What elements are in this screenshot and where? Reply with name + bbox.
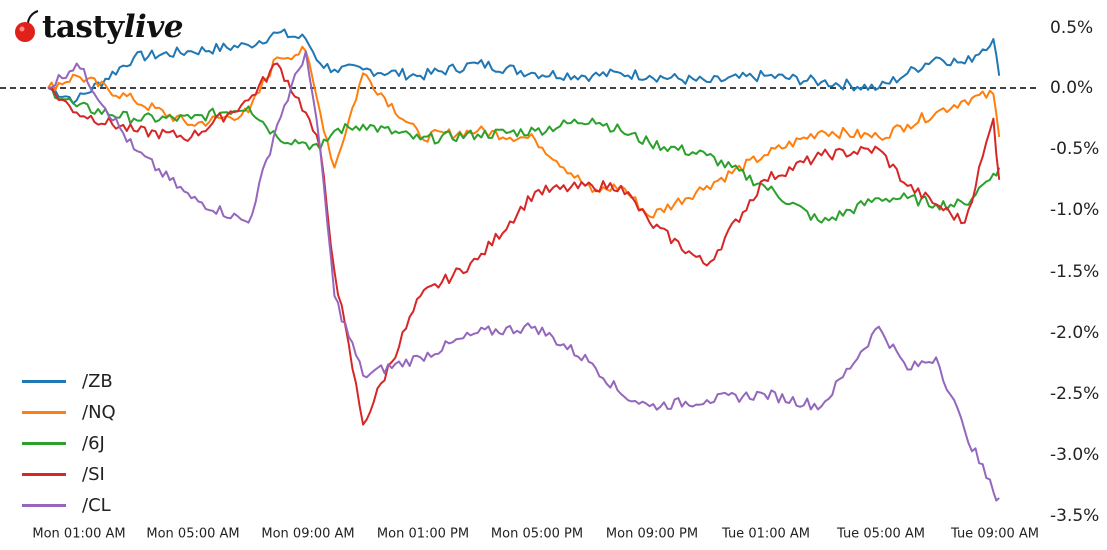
series-line-zb: [47, 28, 1001, 105]
series-line-si: [47, 62, 1001, 426]
y-tick: -1.0%: [1050, 200, 1100, 220]
legend-swatch: [22, 504, 66, 507]
legend-item-zb: /ZB: [18, 366, 116, 397]
logo-text-plain: tasty: [42, 8, 124, 45]
x-tick: Mon 01:00 PM: [376, 526, 470, 542]
y-tick: 0.5%: [1050, 18, 1094, 38]
cherry-icon: [15, 10, 39, 42]
y-tick: -3.0%: [1050, 445, 1100, 465]
x-tick: Tue 09:00 AM: [950, 526, 1040, 542]
chart-legend: /ZB /NQ /6J /SI /CL: [18, 366, 116, 521]
x-tick: Mon 05:00 AM: [146, 526, 240, 542]
legend-label: /SI: [82, 464, 105, 485]
legend-swatch: [22, 473, 66, 476]
legend-swatch: [22, 442, 66, 445]
x-tick: Mon 05:00 PM: [490, 526, 584, 542]
legend-item-nq: /NQ: [18, 397, 116, 428]
legend-label: /ZB: [82, 371, 113, 392]
series-line-nq: [47, 45, 1001, 219]
legend-label: /NQ: [82, 402, 116, 423]
series-line-cl: [47, 50, 1000, 502]
legend-label: /6J: [82, 433, 105, 454]
tastylive-logo: tastylive: [12, 8, 184, 45]
y-tick: -0.5%: [1050, 139, 1100, 159]
x-tick: Mon 09:00 PM: [605, 526, 699, 542]
y-tick: -1.5%: [1050, 262, 1100, 282]
x-tick: Mon 09:00 AM: [261, 526, 355, 542]
series-line-6j: [48, 87, 1001, 224]
legend-label: /CL: [82, 495, 111, 516]
y-tick: 0.0%: [1050, 78, 1094, 98]
legend-item-cl: /CL: [18, 490, 116, 521]
y-tick: -2.5%: [1050, 384, 1100, 404]
legend-item-si: /SI: [18, 459, 116, 490]
y-tick: -3.5%: [1050, 506, 1100, 526]
legend-item-6j: /6J: [18, 428, 116, 459]
x-tick: Tue 05:00 AM: [836, 526, 926, 542]
logo-wordmark: tastylive: [42, 8, 184, 45]
series-group: [47, 28, 1001, 502]
y-tick: -2.0%: [1050, 323, 1100, 343]
legend-swatch: [22, 380, 66, 383]
x-tick: Tue 01:00 AM: [721, 526, 811, 542]
x-tick: Mon 01:00 AM: [32, 526, 126, 542]
legend-swatch: [22, 411, 66, 414]
logo-text-italic: live: [123, 8, 184, 45]
